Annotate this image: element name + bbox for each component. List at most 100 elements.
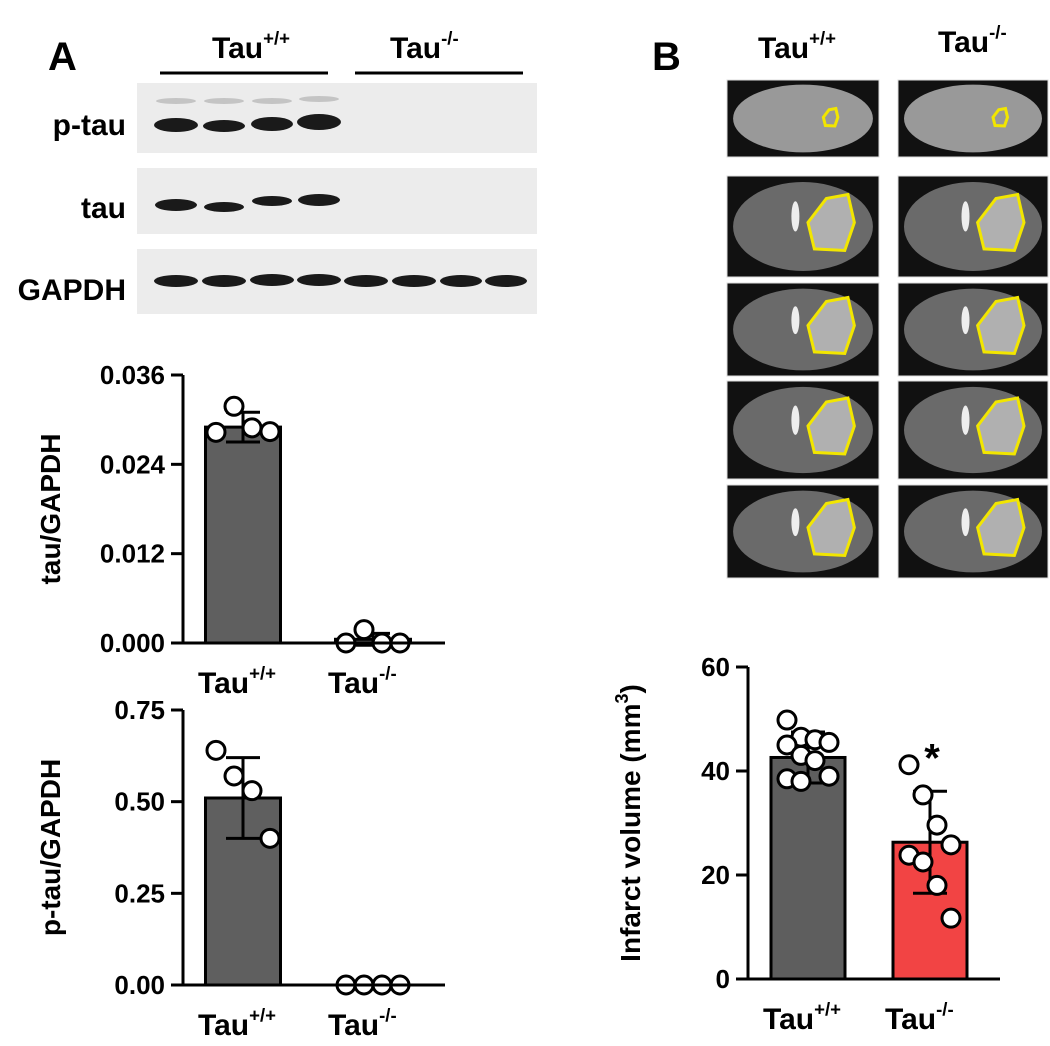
data-point	[241, 780, 263, 802]
x-tick-label-base: Tau	[198, 1009, 249, 1042]
y-axis-label-text: tau/GAPDH	[35, 434, 66, 585]
data-point	[912, 784, 934, 806]
brain	[733, 84, 873, 153]
ventricle	[961, 405, 970, 435]
x-tick-label-sup: -/-	[936, 999, 954, 1020]
x-tick-label: Tau-/-	[885, 999, 954, 1037]
x-tick-label: Tau+/+	[763, 999, 841, 1037]
mri-genotype-base: Tau	[758, 32, 809, 65]
ventricle	[791, 201, 800, 232]
x-tick-label-sup: +/+	[814, 999, 841, 1020]
y-tick-label: 0.024	[100, 449, 166, 479]
data-point	[926, 814, 948, 836]
y-tick-label: 0.75	[114, 695, 165, 725]
y-axis-label-sup: 3	[612, 694, 632, 704]
y-tick-label: 0.036	[100, 360, 165, 390]
panel-label: B	[652, 35, 681, 79]
y-axis-label-text: p-tau/GAPDH	[35, 759, 66, 936]
infarct-outline	[806, 192, 856, 253]
infarct-outline	[991, 106, 1010, 128]
infarct-outline	[975, 295, 1026, 356]
y-axis-label: Infarct volume (mm3)	[612, 684, 646, 962]
blot-row-label: p-tau	[53, 109, 126, 142]
x-tick-label-base: Tau	[328, 1009, 379, 1042]
data-point	[804, 750, 826, 772]
data-point	[259, 421, 281, 443]
data-point	[776, 734, 798, 756]
infarct-outline	[975, 396, 1026, 456]
infarct-outline	[806, 497, 856, 558]
mri-genotype-base: Tau	[938, 26, 989, 59]
ventricle	[961, 306, 970, 335]
x-tick-label-base: Tau	[198, 667, 249, 700]
x-tick-label-sup: -/-	[379, 663, 397, 684]
data-point	[259, 827, 281, 849]
y-axis-label: p-tau/GAPDH	[35, 759, 66, 936]
mri-genotype-sup: -/-	[989, 22, 1007, 43]
data-point	[776, 709, 798, 731]
data-point	[241, 417, 263, 439]
ventricle	[791, 508, 800, 537]
y-tick-label: 0.012	[100, 539, 165, 569]
infarct-outline	[821, 106, 840, 128]
mri-images	[726, 79, 1049, 579]
x-tick-label: Tau-/-	[328, 663, 397, 701]
mri-genotype-sup: +/+	[809, 28, 836, 49]
data-point	[223, 395, 245, 417]
blot-genotype: Tau+/+	[212, 28, 290, 66]
data-point	[353, 619, 375, 641]
data-point	[818, 731, 840, 753]
y-tick-label: 40	[701, 756, 730, 786]
y-tick-label: 0.25	[114, 878, 165, 908]
x-tick-label: Tau+/+	[198, 1005, 276, 1043]
ventricle	[961, 508, 970, 537]
x-tick-label-sup: +/+	[249, 663, 276, 684]
y-axis-label-end: )	[615, 684, 646, 693]
blot-row-label: tau	[81, 192, 126, 225]
x-tick-label-base: Tau	[885, 1003, 936, 1036]
y-axis-label-text: Infarct volume (mm	[615, 704, 646, 962]
bands	[154, 114, 527, 287]
data-point	[912, 851, 934, 873]
data-point	[940, 907, 962, 929]
data-point	[898, 754, 920, 776]
x-tick-label-sup: -/-	[379, 1005, 397, 1026]
infarct-outline	[975, 192, 1026, 253]
data-point	[223, 765, 245, 787]
infarct-outline	[806, 396, 856, 456]
y-tick-label: 60	[701, 652, 730, 682]
data-point	[205, 421, 227, 443]
infarct-outline	[806, 295, 856, 356]
infarct-outline	[975, 497, 1026, 558]
bar	[769, 755, 847, 981]
data-point	[205, 739, 227, 761]
blot-row-label: GAPDH	[18, 274, 126, 307]
data-point	[940, 834, 962, 856]
mri-genotype: Tau+/+	[758, 28, 836, 66]
y-tick-label: 0	[716, 964, 730, 994]
mri-genotype: Tau-/-	[938, 22, 1007, 60]
data-point	[790, 770, 812, 792]
blot-genotype-sup: +/+	[263, 28, 290, 49]
data-point	[926, 874, 948, 896]
blot-images	[137, 71, 537, 314]
x-tick-label-base: Tau	[328, 667, 379, 700]
y-axis-label: tau/GAPDH	[35, 434, 66, 585]
blot-genotype-sup: -/-	[441, 28, 459, 49]
bar	[204, 425, 282, 645]
blot-genotype-base: Tau	[212, 32, 263, 65]
x-tick-label: Tau-/-	[328, 1005, 397, 1043]
x-tick-label: Tau+/+	[198, 663, 276, 701]
ventricle	[791, 306, 800, 335]
blot-genotype-base: Tau	[390, 32, 441, 65]
y-tick-label: 20	[701, 860, 730, 890]
y-tick-label: 0.00	[114, 970, 165, 1000]
y-tick-label: 0.000	[100, 628, 165, 658]
y-tick-label: 0.50	[114, 787, 165, 817]
data-point	[818, 765, 840, 787]
panel-label: A	[48, 35, 77, 79]
x-tick-label-base: Tau	[763, 1003, 814, 1036]
brain	[904, 84, 1042, 153]
ventricle	[961, 201, 970, 232]
